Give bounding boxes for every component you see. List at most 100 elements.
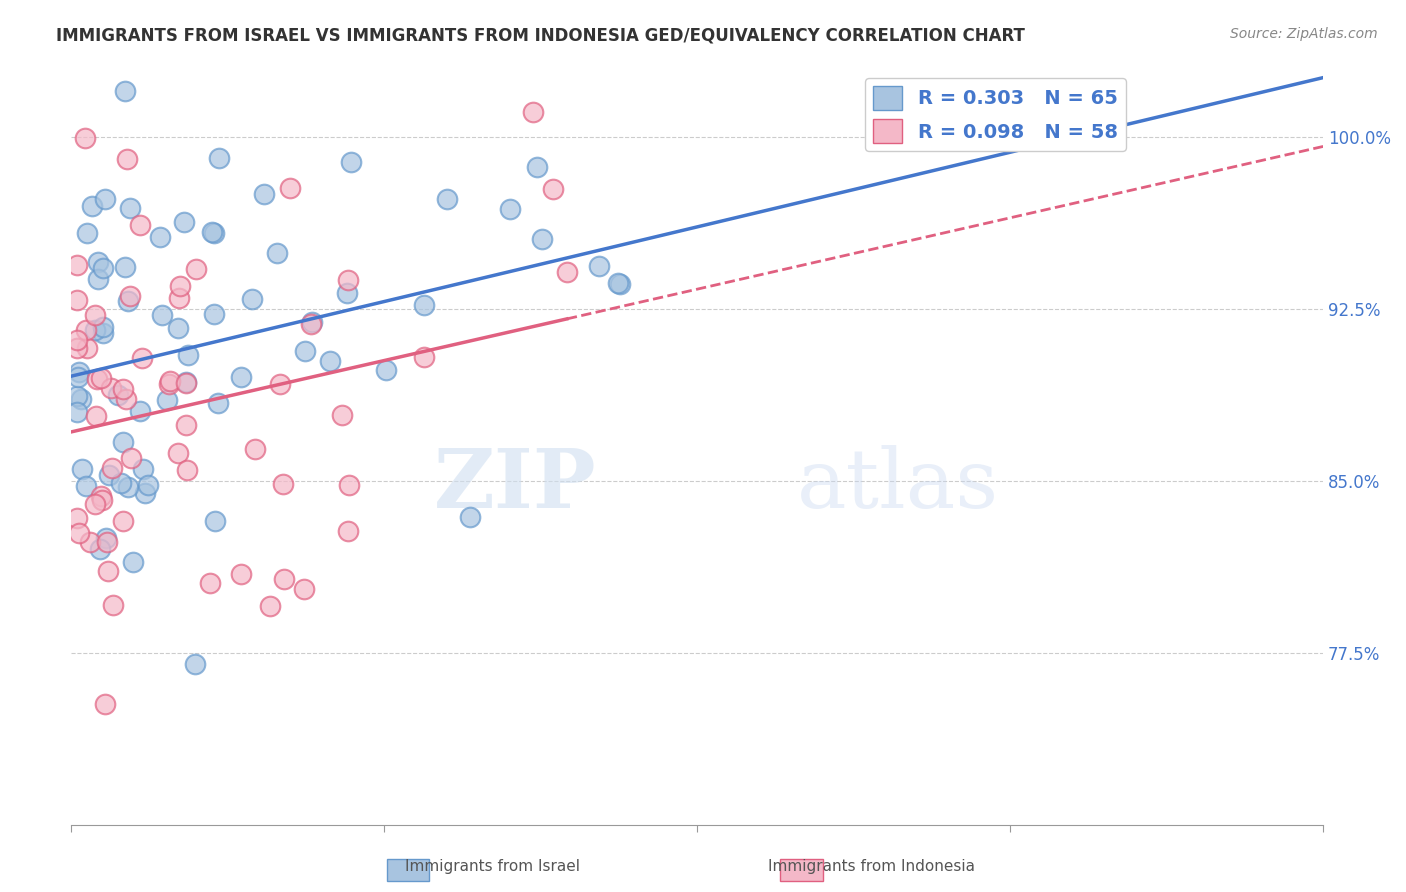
Point xyxy=(76,226,98,240)
Point xyxy=(337,273,360,287)
Point xyxy=(609,277,631,292)
Text: Source: ZipAtlas.com: Source: ZipAtlas.com xyxy=(1230,27,1378,41)
Point xyxy=(83,323,105,337)
Point xyxy=(541,182,564,196)
Point xyxy=(588,259,610,273)
Point xyxy=(86,371,108,385)
Point xyxy=(176,349,198,363)
Point xyxy=(94,697,117,711)
Point xyxy=(294,582,316,596)
Point xyxy=(96,534,118,549)
Point xyxy=(91,326,114,340)
Point xyxy=(121,555,143,569)
Point xyxy=(202,307,225,321)
Point xyxy=(149,229,172,244)
Point xyxy=(87,255,110,269)
Point xyxy=(66,510,89,524)
Point xyxy=(66,334,89,348)
Point xyxy=(375,363,398,377)
Point xyxy=(129,403,152,417)
Point xyxy=(111,435,134,450)
Point xyxy=(114,260,136,274)
Point xyxy=(184,261,207,276)
Point xyxy=(273,572,295,586)
Point xyxy=(458,509,481,524)
Point xyxy=(91,260,114,275)
Point xyxy=(67,365,90,379)
Point xyxy=(301,315,323,329)
Point xyxy=(240,292,263,306)
Point xyxy=(134,486,156,500)
Point xyxy=(336,285,359,300)
Text: atlas: atlas xyxy=(797,445,1000,524)
Point xyxy=(79,535,101,549)
Point xyxy=(70,461,93,475)
Point xyxy=(90,371,112,385)
Point xyxy=(499,202,522,216)
Point xyxy=(202,226,225,240)
Point xyxy=(66,293,89,307)
Point xyxy=(167,291,190,305)
Point xyxy=(231,369,253,384)
Point xyxy=(157,376,180,391)
Point xyxy=(522,105,544,120)
Point xyxy=(174,417,197,432)
Text: IMMIGRANTS FROM ISRAEL VS IMMIGRANTS FROM INDONESIA GED/EQUIVALENCY CORRELATION : IMMIGRANTS FROM ISRAEL VS IMMIGRANTS FRO… xyxy=(56,27,1025,45)
Point xyxy=(339,155,361,169)
Point xyxy=(208,152,231,166)
Text: Immigrants from Indonesia: Immigrants from Indonesia xyxy=(768,859,976,874)
Point xyxy=(97,467,120,482)
Point xyxy=(269,376,291,391)
Point xyxy=(75,479,97,493)
Point xyxy=(75,131,97,145)
Point xyxy=(80,199,103,213)
Point xyxy=(103,598,125,612)
Point xyxy=(330,408,353,422)
Point xyxy=(169,279,191,293)
Point xyxy=(526,160,548,174)
Point xyxy=(155,392,177,407)
Point xyxy=(84,409,107,423)
Point xyxy=(136,478,159,492)
Point xyxy=(337,524,360,538)
Point xyxy=(436,192,458,206)
Point xyxy=(100,381,122,395)
Point xyxy=(159,374,181,388)
Point xyxy=(204,514,226,528)
Point xyxy=(131,461,153,475)
Point xyxy=(555,265,578,279)
Point xyxy=(91,319,114,334)
Point xyxy=(90,489,112,503)
Point xyxy=(114,85,136,99)
Point xyxy=(83,497,105,511)
Point xyxy=(66,258,89,272)
Point xyxy=(69,392,91,406)
Point xyxy=(173,215,195,229)
Point xyxy=(167,320,190,334)
Point xyxy=(319,354,342,368)
Legend: R = 0.303   N = 65, R = 0.098   N = 58: R = 0.303 N = 65, R = 0.098 N = 58 xyxy=(865,78,1126,151)
Point xyxy=(112,382,135,396)
Point xyxy=(174,376,197,390)
Point xyxy=(150,308,173,322)
Point xyxy=(84,309,107,323)
Point xyxy=(75,322,97,336)
Point xyxy=(76,341,98,355)
Point xyxy=(606,276,628,290)
Point xyxy=(117,479,139,493)
Text: ZIP: ZIP xyxy=(434,445,598,524)
Point xyxy=(87,272,110,286)
Point xyxy=(266,246,288,260)
Point xyxy=(129,218,152,232)
Point xyxy=(167,446,190,460)
Point xyxy=(94,192,117,206)
Point xyxy=(66,389,89,403)
Point xyxy=(91,492,114,507)
Point xyxy=(229,567,252,582)
Point xyxy=(115,392,138,406)
Point xyxy=(117,294,139,309)
Point xyxy=(412,351,434,365)
Point xyxy=(101,460,124,475)
Text: Immigrants from Israel: Immigrants from Israel xyxy=(405,859,579,874)
Point xyxy=(66,341,89,355)
